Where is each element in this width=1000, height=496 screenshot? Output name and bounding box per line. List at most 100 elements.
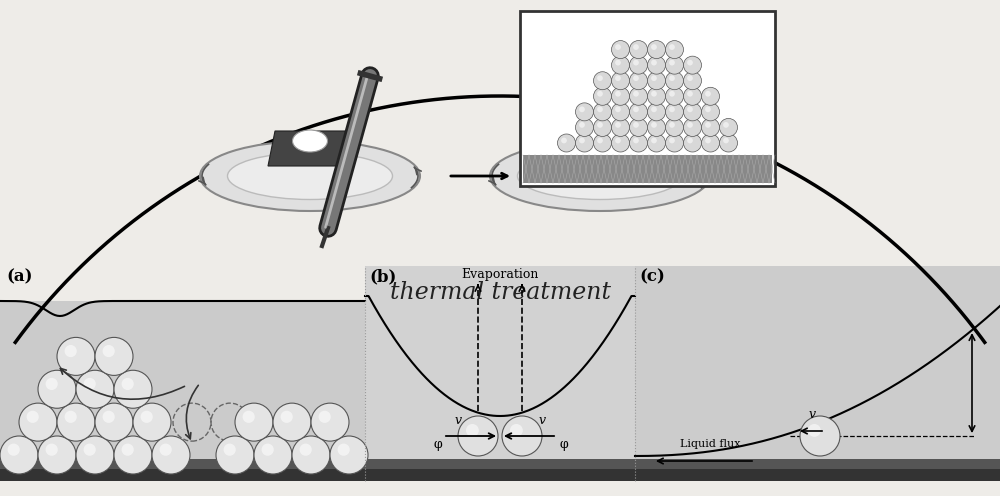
Circle shape	[576, 103, 594, 121]
Circle shape	[615, 122, 621, 128]
Circle shape	[84, 443, 96, 456]
Circle shape	[666, 103, 684, 121]
Circle shape	[651, 137, 657, 143]
Circle shape	[669, 44, 675, 50]
Ellipse shape	[228, 152, 392, 199]
Circle shape	[648, 72, 666, 90]
Circle shape	[630, 72, 648, 90]
Circle shape	[808, 424, 821, 437]
Circle shape	[648, 134, 666, 152]
Circle shape	[666, 56, 684, 74]
Circle shape	[648, 41, 666, 59]
Circle shape	[46, 378, 58, 390]
Circle shape	[281, 411, 293, 423]
Circle shape	[615, 60, 621, 65]
Circle shape	[684, 134, 702, 152]
Circle shape	[458, 416, 498, 456]
Circle shape	[612, 134, 630, 152]
Circle shape	[76, 436, 114, 474]
Text: Evaporation: Evaporation	[461, 268, 539, 281]
Circle shape	[669, 107, 675, 112]
Ellipse shape	[292, 130, 328, 152]
Circle shape	[594, 103, 612, 121]
Circle shape	[95, 337, 133, 375]
Ellipse shape	[490, 141, 710, 211]
Circle shape	[687, 107, 693, 112]
Circle shape	[684, 103, 702, 121]
Circle shape	[630, 103, 648, 121]
Circle shape	[684, 72, 702, 90]
Circle shape	[576, 119, 594, 136]
Text: Liquid flux: Liquid flux	[680, 439, 740, 449]
Circle shape	[594, 72, 612, 90]
Circle shape	[103, 411, 115, 423]
Circle shape	[19, 403, 57, 441]
Circle shape	[579, 122, 585, 128]
Circle shape	[633, 60, 639, 65]
Circle shape	[705, 137, 711, 143]
Circle shape	[224, 443, 236, 456]
Circle shape	[615, 107, 621, 112]
Circle shape	[669, 137, 675, 143]
Circle shape	[65, 411, 77, 423]
Circle shape	[235, 403, 273, 441]
Circle shape	[114, 436, 152, 474]
Circle shape	[330, 436, 368, 474]
Bar	[365, 469, 635, 481]
Circle shape	[633, 137, 639, 143]
Circle shape	[800, 416, 840, 456]
Bar	[0, 301, 365, 481]
Circle shape	[319, 411, 331, 423]
Text: φ: φ	[560, 438, 568, 451]
Circle shape	[141, 411, 153, 423]
Circle shape	[687, 60, 693, 65]
Circle shape	[561, 137, 567, 143]
Circle shape	[687, 75, 693, 81]
Circle shape	[666, 41, 684, 59]
Circle shape	[579, 107, 585, 112]
Circle shape	[630, 56, 648, 74]
Circle shape	[95, 403, 133, 441]
Circle shape	[103, 345, 115, 357]
Circle shape	[594, 87, 612, 105]
Circle shape	[594, 119, 612, 136]
Circle shape	[612, 103, 630, 121]
Circle shape	[615, 137, 621, 143]
Circle shape	[502, 416, 542, 456]
Text: (b): (b)	[369, 268, 396, 285]
Circle shape	[651, 75, 657, 81]
Circle shape	[669, 122, 675, 128]
Circle shape	[597, 75, 603, 81]
Circle shape	[38, 370, 76, 408]
Circle shape	[666, 72, 684, 90]
Circle shape	[152, 436, 190, 474]
Circle shape	[720, 119, 738, 136]
Circle shape	[684, 56, 702, 74]
Bar	[523, 155, 772, 183]
Bar	[0, 469, 365, 481]
Circle shape	[705, 122, 711, 128]
Circle shape	[651, 60, 657, 65]
Circle shape	[651, 91, 657, 97]
Ellipse shape	[200, 141, 420, 211]
Polygon shape	[552, 130, 648, 168]
Circle shape	[216, 436, 254, 474]
Circle shape	[651, 122, 657, 128]
Circle shape	[702, 87, 720, 105]
Circle shape	[633, 107, 639, 112]
Circle shape	[243, 411, 255, 423]
Circle shape	[160, 443, 172, 456]
Circle shape	[648, 103, 666, 121]
Circle shape	[669, 60, 675, 65]
Circle shape	[262, 443, 274, 456]
Circle shape	[666, 87, 684, 105]
Circle shape	[114, 370, 152, 408]
Circle shape	[558, 134, 576, 152]
Circle shape	[651, 107, 657, 112]
Circle shape	[76, 370, 114, 408]
Circle shape	[630, 134, 648, 152]
Circle shape	[46, 443, 58, 456]
Circle shape	[292, 436, 330, 474]
Circle shape	[597, 137, 603, 143]
Circle shape	[720, 134, 738, 152]
